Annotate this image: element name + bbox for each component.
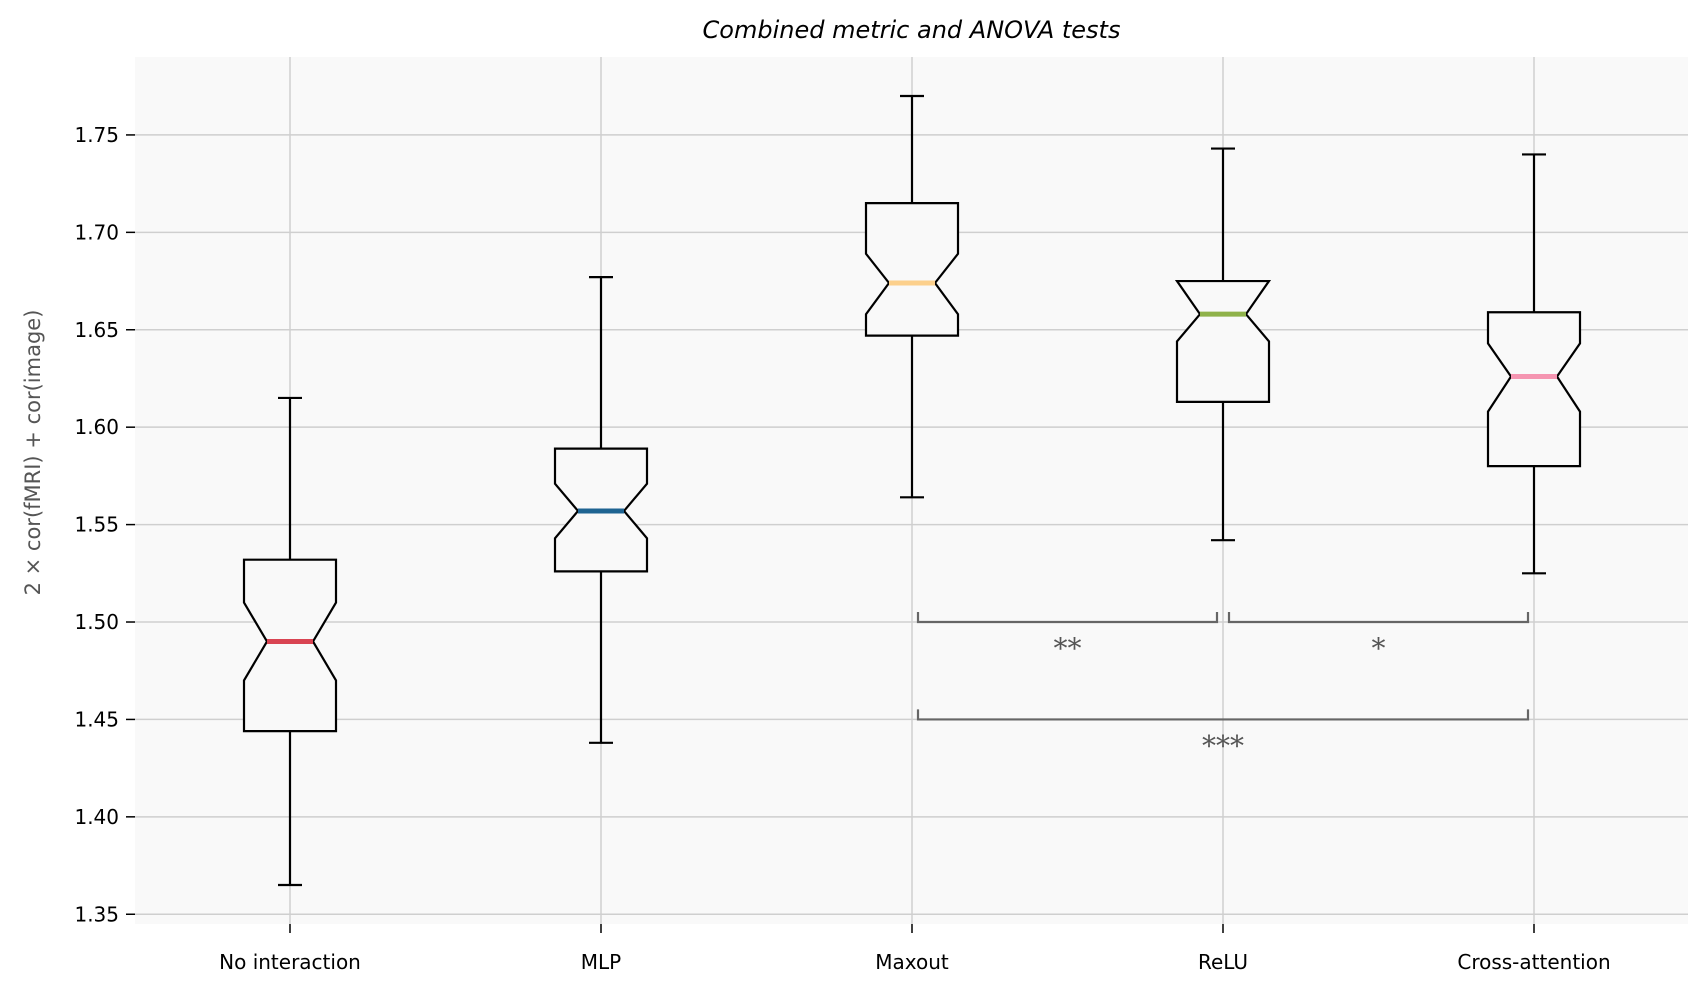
bracket-line	[1227, 612, 1530, 624]
box-mlp	[553, 276, 649, 744]
box-maxout	[864, 94, 960, 499]
significance-annotations: ** ****	[916, 612, 1530, 762]
box-cross-attention	[1486, 153, 1582, 575]
x-tick-label: No interaction	[219, 950, 361, 974]
x-tick-label: Cross-attention	[1457, 950, 1610, 974]
box-body	[1174, 279, 1272, 403]
box-body	[242, 558, 338, 733]
bracket-line	[916, 612, 1219, 624]
y-tick-label: 1.40	[74, 805, 119, 829]
significance-bracket: *	[1227, 612, 1530, 665]
x-tick-label: ReLU	[1198, 950, 1248, 974]
y-tick-label: 1.55	[74, 513, 119, 537]
significance-label: ***	[1202, 729, 1244, 762]
y-tick-label: 1.45	[74, 707, 119, 731]
x-tick-label: MLP	[581, 950, 621, 974]
y-tick-label: 1.70	[74, 220, 119, 244]
y-axis-label: 2 × cor(fMRI) + cor(image)	[21, 310, 45, 596]
bracket-line	[916, 709, 1530, 721]
significance-label: **	[1054, 632, 1082, 665]
y-tick-label: 1.50	[74, 610, 119, 634]
y-tick-label: 1.75	[74, 123, 119, 147]
box-body	[1486, 311, 1582, 468]
chart-title: Combined metric and ANOVA tests	[703, 16, 1121, 44]
significance-label: *	[1372, 632, 1386, 665]
box-no-interaction	[242, 396, 338, 887]
y-tick-label: 1.60	[74, 415, 119, 439]
y-tick-label: 1.35	[74, 902, 119, 926]
boxes	[242, 94, 1582, 887]
y-tick-label: 1.65	[74, 318, 119, 342]
box-body	[864, 202, 960, 337]
significance-bracket: ***	[916, 709, 1530, 762]
significance-bracket: **	[916, 612, 1219, 665]
box-relu	[1174, 147, 1272, 542]
axes: 1.35 1.40 1.45 1.50 1.55 1.60 1.65 1.70 1.75 No i…	[74, 123, 1610, 974]
x-tick-label: Maxout	[875, 950, 949, 974]
